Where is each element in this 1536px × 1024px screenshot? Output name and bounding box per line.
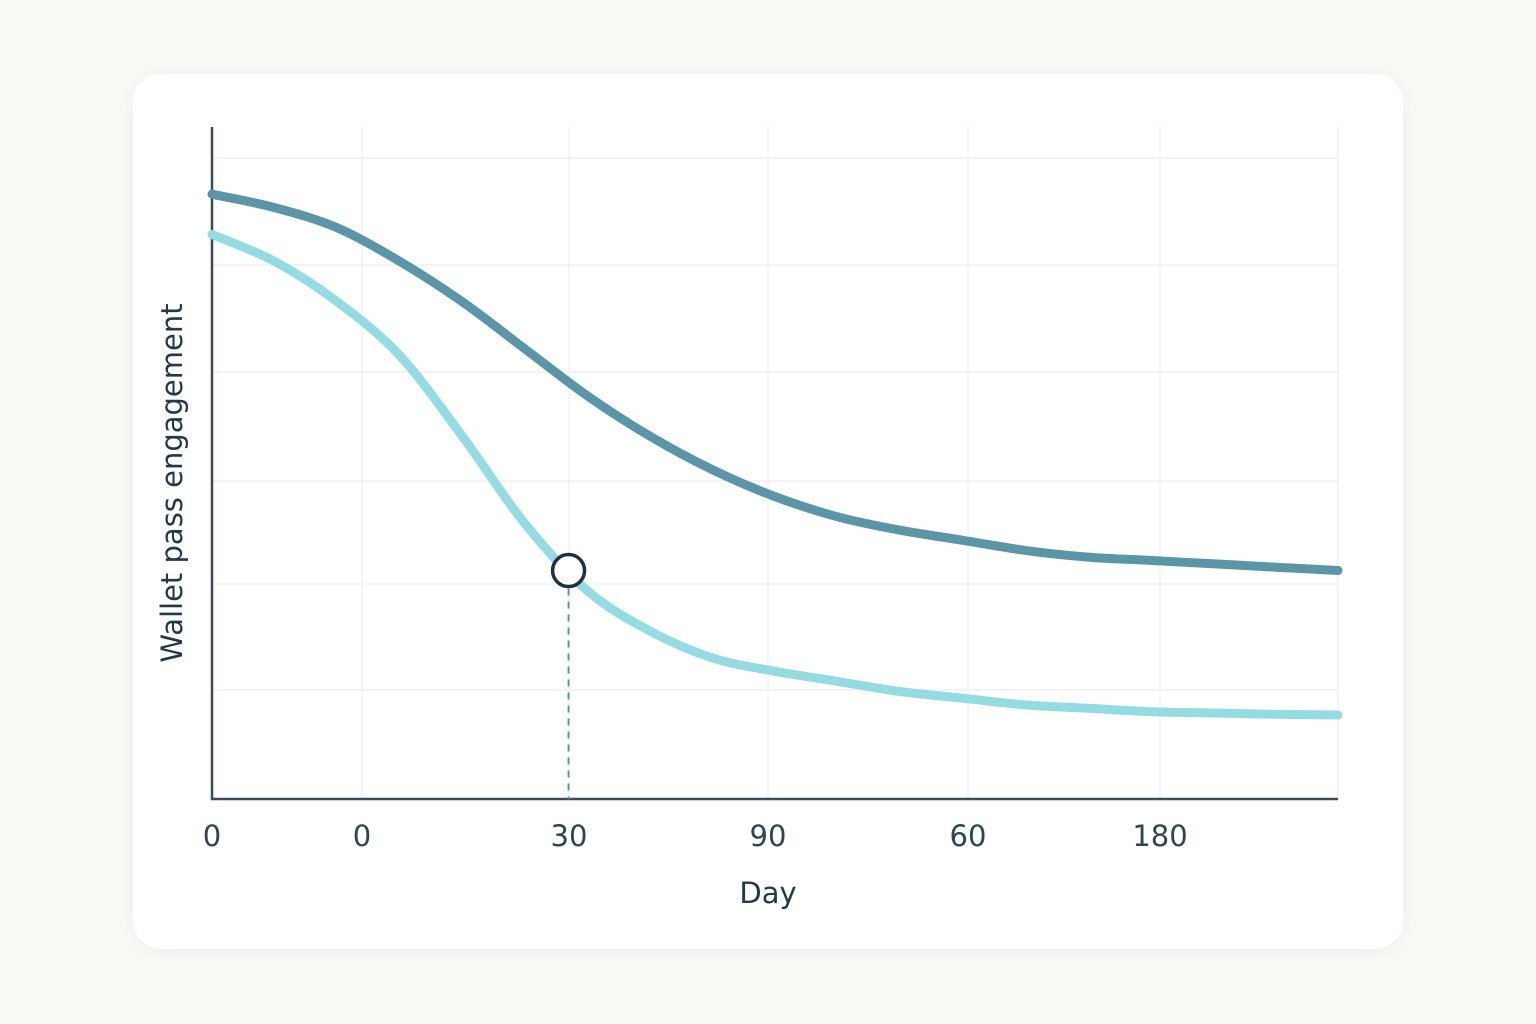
x-tick-label: 60 [950, 819, 987, 853]
tick-labels: 0 0 30 90 60 180 [203, 819, 1188, 853]
x-tick-label: 0 [353, 819, 371, 853]
grid [212, 127, 1339, 799]
annotations [550, 552, 587, 799]
series [207, 189, 1343, 720]
y-axis-title: Wallet pass engagement [155, 303, 189, 662]
series-line-0 [207, 189, 1343, 575]
x-tick-label: 30 [551, 819, 588, 853]
series-line-1 [207, 230, 1343, 720]
x-tick-label: 180 [1132, 819, 1187, 853]
x-axis-title: Day [739, 876, 796, 910]
highlight-point-marker [550, 552, 587, 589]
x-tick-label: 90 [750, 819, 787, 853]
axes [210, 127, 1338, 801]
x-tick-label: 0 [203, 819, 221, 853]
